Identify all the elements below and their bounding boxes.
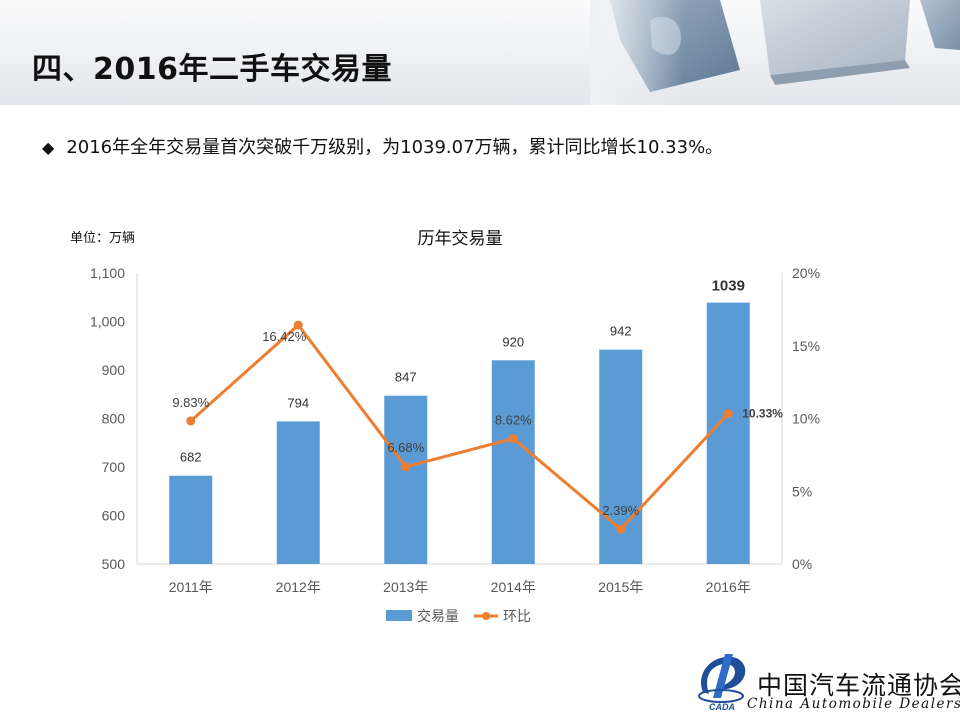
bar-data-label: 920 (502, 334, 524, 349)
line-point (616, 524, 626, 534)
header-banner: 四、2016年二手车交易量 (0, 0, 960, 105)
line-data-label: 2.39% (602, 503, 639, 518)
line-point (401, 462, 411, 472)
summary-text: 2016年全年交易量首次突破千万级别，为1039.07万辆，累计同比增长10.3… (66, 137, 724, 158)
logo-name-en: China Automobile Dealers (747, 696, 960, 712)
y-left-tick-label: 500 (102, 556, 126, 572)
summary-bullet: ◆ 2016年全年交易量首次突破千万级别，为1039.07万辆，累计同比增长10.… (42, 133, 723, 159)
diamond-bullet-icon: ◆ (42, 138, 55, 157)
unit-label: 单位：万辆 (70, 230, 135, 245)
legend-bar-label: 交易量 (417, 608, 459, 624)
legend-bar-swatch (386, 610, 412, 621)
bar-data-label: 1039 (712, 278, 745, 295)
x-tick-label: 2015年 (598, 579, 643, 595)
bar-data-label: 682 (180, 450, 202, 465)
line-point (186, 416, 196, 426)
legend-line-marker (482, 612, 490, 620)
y-right-tick-label: 10% (792, 411, 820, 427)
line-data-label: 10.33% (742, 407, 783, 421)
header-cubes-image (590, 0, 960, 105)
line-data-label: 9.83% (172, 395, 209, 410)
plot-area: 500 600 700 800 900 1,000 1,100 0% 5% 10% 15% 20% 20… (90, 265, 820, 624)
line-point (723, 409, 733, 419)
x-tick-label: 2011年 (169, 579, 213, 595)
y-right-tick-label: 20% (792, 265, 820, 281)
x-tick-label: 2014年 (491, 579, 536, 595)
line-point (293, 320, 303, 330)
cada-logo: CADA 中国汽车流通协会 China Automobile Dealers (695, 652, 960, 714)
x-tick-label: 2013年 (383, 579, 428, 595)
y-left-tick-label: 1,000 (90, 314, 125, 330)
cada-logo-mark: CADA (698, 654, 746, 712)
line-data-label: 8.62% (495, 413, 532, 428)
y-right-tick-label: 5% (792, 483, 812, 499)
line-point (508, 434, 518, 444)
legend-line-label: 环比 (503, 608, 531, 624)
y-left-tick-label: 700 (102, 459, 126, 475)
bar-data-label: 794 (287, 395, 309, 410)
volume-chart: 单位：万辆 历年交易量 5006007008009001,0001,1000%5… (70, 229, 820, 624)
bar (384, 395, 428, 564)
series-line-huanbi (189, 323, 730, 531)
y-right-tick-label: 0% (792, 556, 812, 572)
x-tick-label: 2012年 (276, 579, 321, 595)
bar (706, 302, 750, 564)
bar (491, 360, 535, 564)
bar (276, 421, 320, 564)
bar (169, 475, 213, 564)
bar-data-label: 942 (610, 324, 632, 339)
x-tick-label: 2016年 (706, 579, 751, 595)
logo-name-cn: 中国汽车流通协会 (757, 671, 960, 700)
y-left-tick-label: 1,100 (90, 265, 125, 281)
line-data-label: 16.42% (262, 329, 307, 344)
line-data-label: 6.68% (387, 440, 424, 455)
y-left-tick-label: 800 (102, 411, 126, 427)
chart-title: 历年交易量 (418, 229, 503, 248)
y-right-tick-label: 15% (792, 338, 820, 354)
page-title: 四、2016年二手车交易量 (32, 52, 392, 87)
bar-data-label: 847 (395, 370, 417, 385)
y-left-tick-label: 900 (102, 362, 126, 378)
y-left-tick-label: 600 (102, 508, 126, 524)
logo-mark-text: CADA (709, 702, 735, 712)
